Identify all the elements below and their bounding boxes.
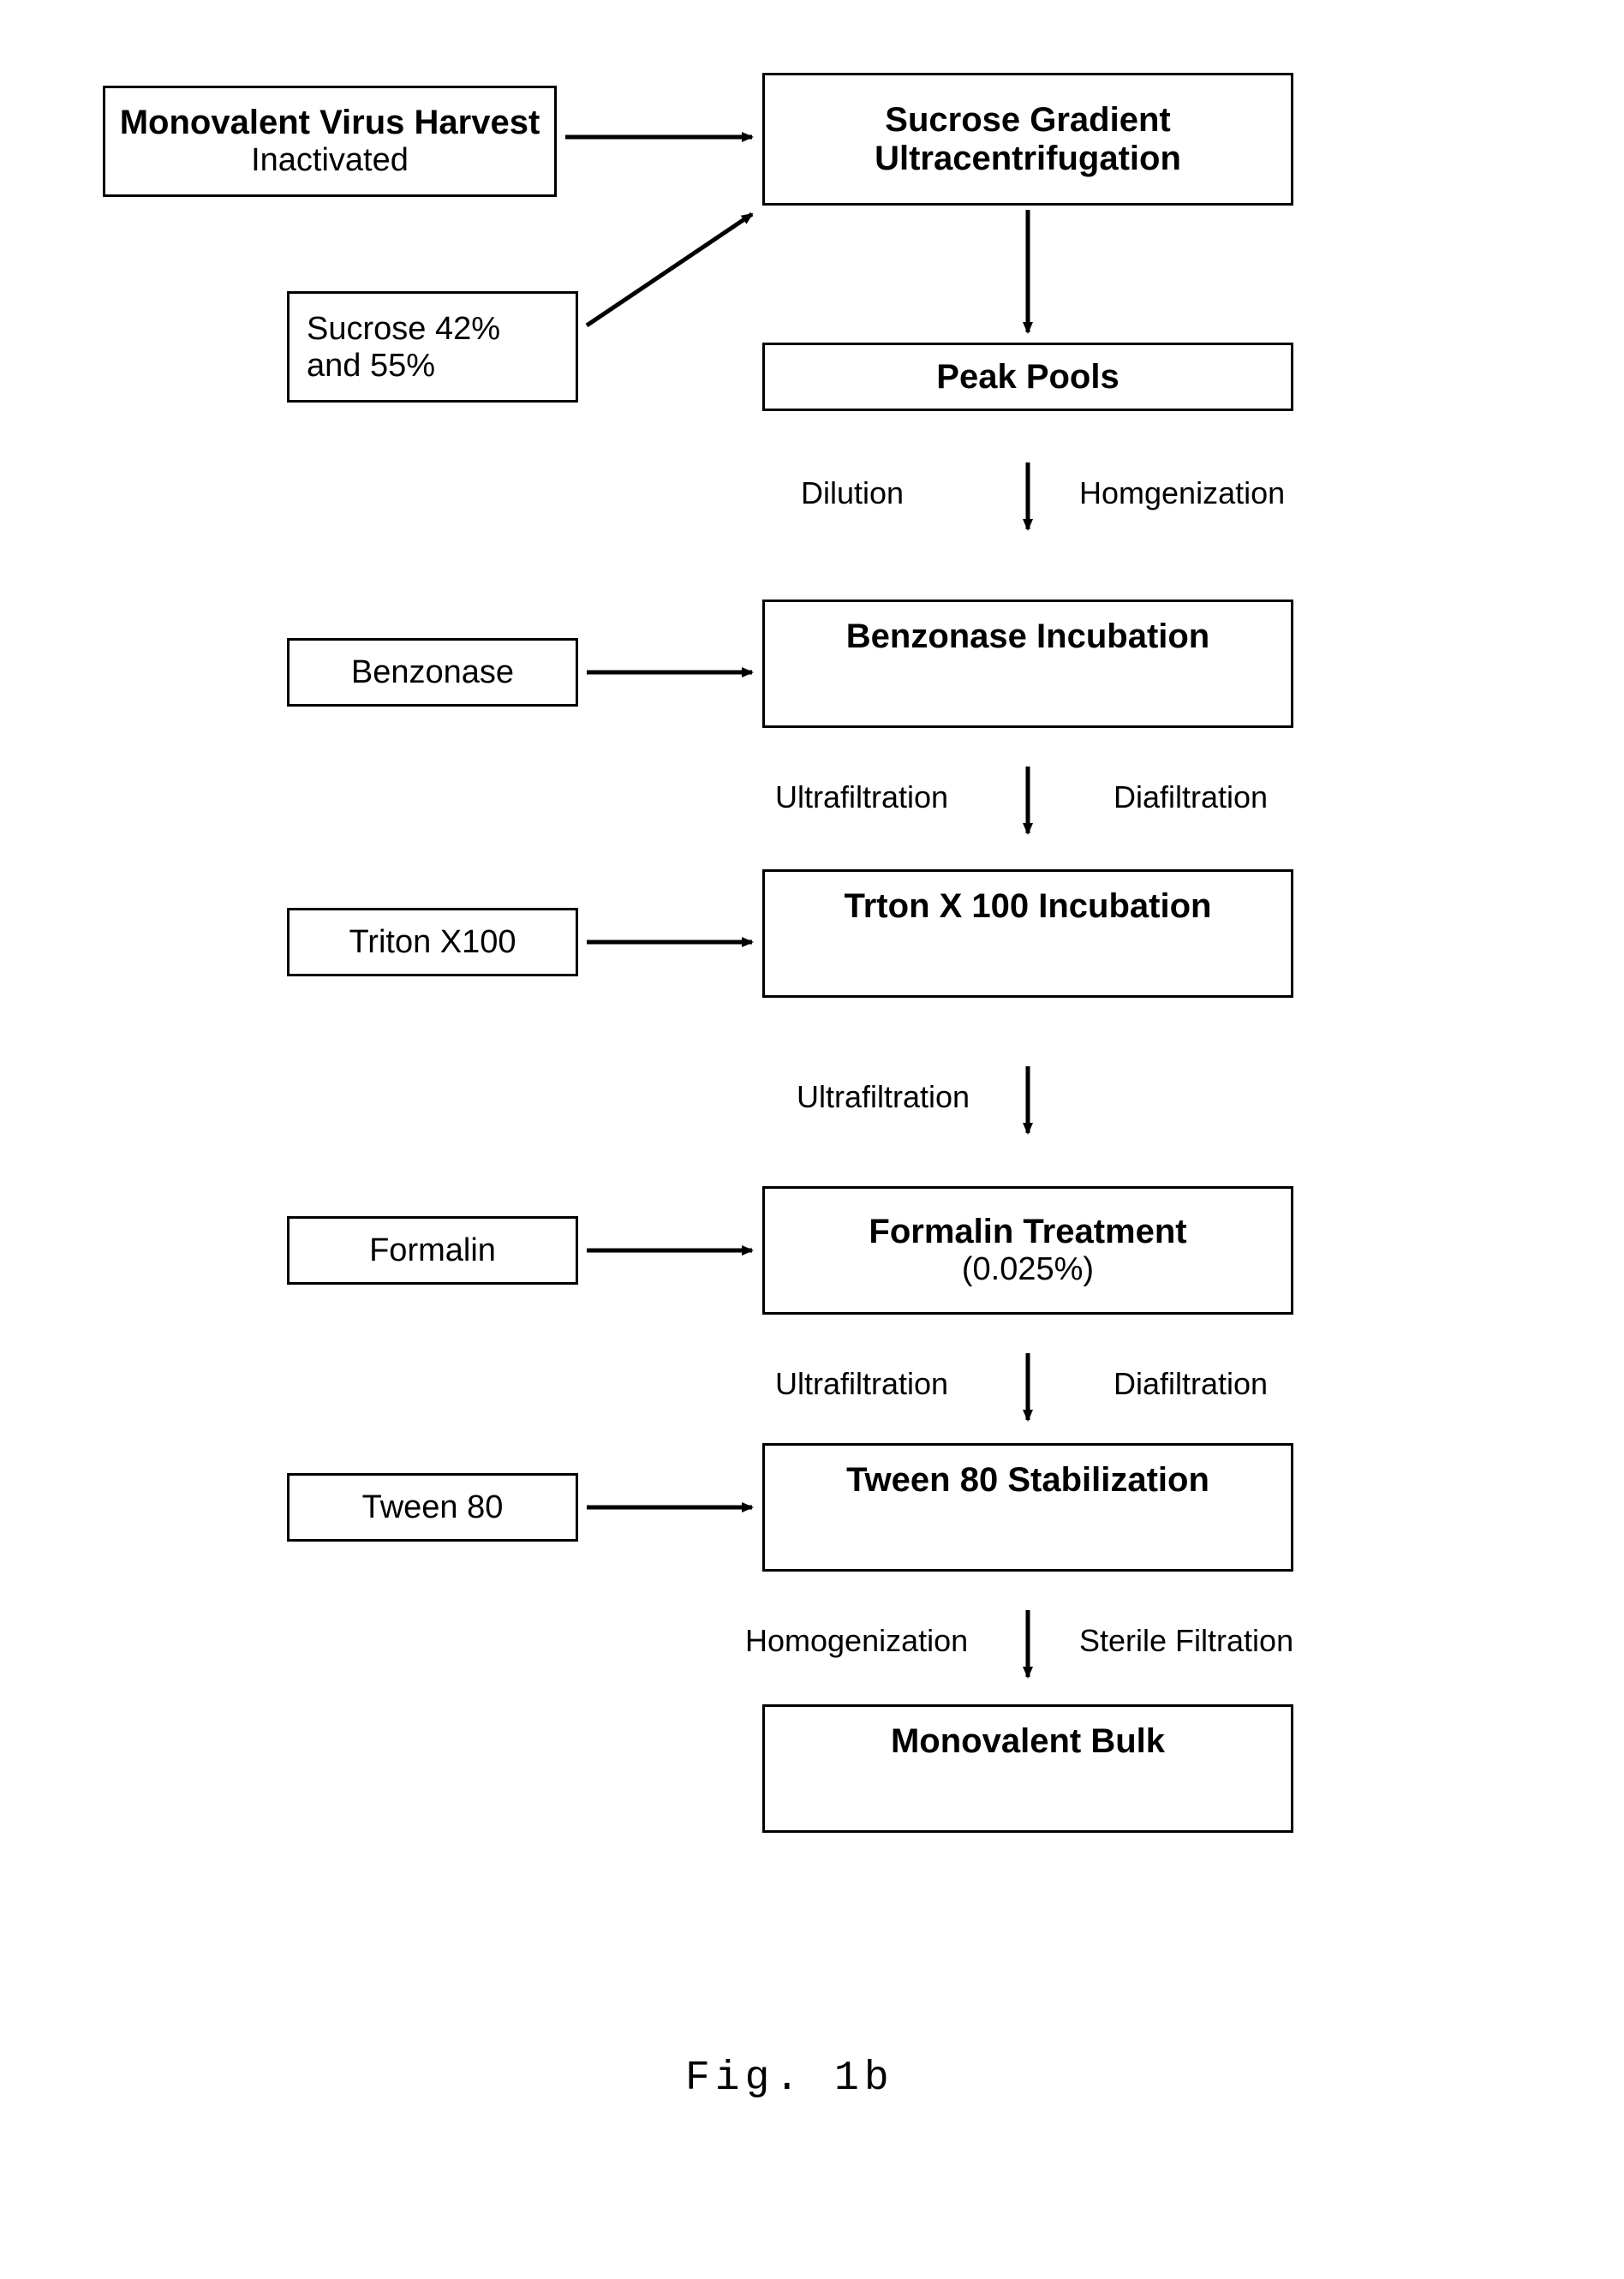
diafiltration1-label: Diafiltration (1114, 779, 1268, 815)
bulk-label: Monovalent Bulk (891, 1722, 1165, 1761)
arrow-sucrose-sgc (587, 214, 752, 325)
triton-input-label: Triton X100 (349, 924, 516, 961)
bulk-box: Monovalent Bulk (762, 1704, 1293, 1833)
ultrafiltration2-label: Ultrafiltration (797, 1079, 970, 1115)
benzonase-step-box: Benzonase Incubation (762, 600, 1293, 728)
ultrafiltration1-label: Ultrafiltration (775, 779, 948, 815)
triton-input-box: Triton X100 (287, 908, 578, 976)
formalin-input-box: Formalin (287, 1216, 578, 1285)
sterile-label: Sterile Filtration (1079, 1623, 1293, 1659)
figure-label: Fig. 1b (685, 2055, 894, 2102)
harvest-title: Monovalent Virus Harvest (120, 104, 540, 142)
peak-box: Peak Pools (762, 343, 1293, 411)
sgc-line2: Ultracentrifugation (875, 140, 1181, 178)
benzonase-input-label: Benzonase (351, 654, 514, 691)
harvest-box: Monovalent Virus Harvest Inactivated (103, 86, 557, 197)
peak-label: Peak Pools (936, 358, 1119, 397)
dilution-label: Dilution (801, 475, 904, 511)
triton-step-label: Trton X 100 Incubation (845, 887, 1212, 926)
formalin-input-label: Formalin (369, 1232, 496, 1269)
sucrose-line2: and 55% (307, 348, 435, 385)
homogenization1-label: Homgenization (1079, 475, 1285, 511)
homogenization2-label: Homogenization (745, 1623, 968, 1659)
sgc-line1: Sucrose Gradient (885, 101, 1170, 140)
ultrafiltration3-label: Ultrafiltration (775, 1366, 948, 1402)
sucrose-line1: Sucrose 42% (307, 311, 500, 348)
diafiltration2-label: Diafiltration (1114, 1366, 1268, 1402)
tween-input-label: Tween 80 (362, 1489, 504, 1526)
benzonase-input-box: Benzonase (287, 638, 578, 707)
tween-input-box: Tween 80 (287, 1473, 578, 1542)
formalin-step-line2: (0.025%) (962, 1251, 1094, 1288)
tween-step-box: Tween 80 Stabilization (762, 1443, 1293, 1572)
sgc-box: Sucrose Gradient Ultracentrifugation (762, 73, 1293, 206)
benzonase-step-label: Benzonase Incubation (846, 617, 1210, 656)
tween-step-label: Tween 80 Stabilization (846, 1461, 1209, 1500)
sucrose-input-box: Sucrose 42% and 55% (287, 291, 578, 403)
formalin-step-line1: Formalin Treatment (869, 1213, 1186, 1251)
triton-step-box: Trton X 100 Incubation (762, 869, 1293, 998)
harvest-sub: Inactivated (251, 142, 409, 179)
formalin-step-box: Formalin Treatment (0.025%) (762, 1186, 1293, 1315)
